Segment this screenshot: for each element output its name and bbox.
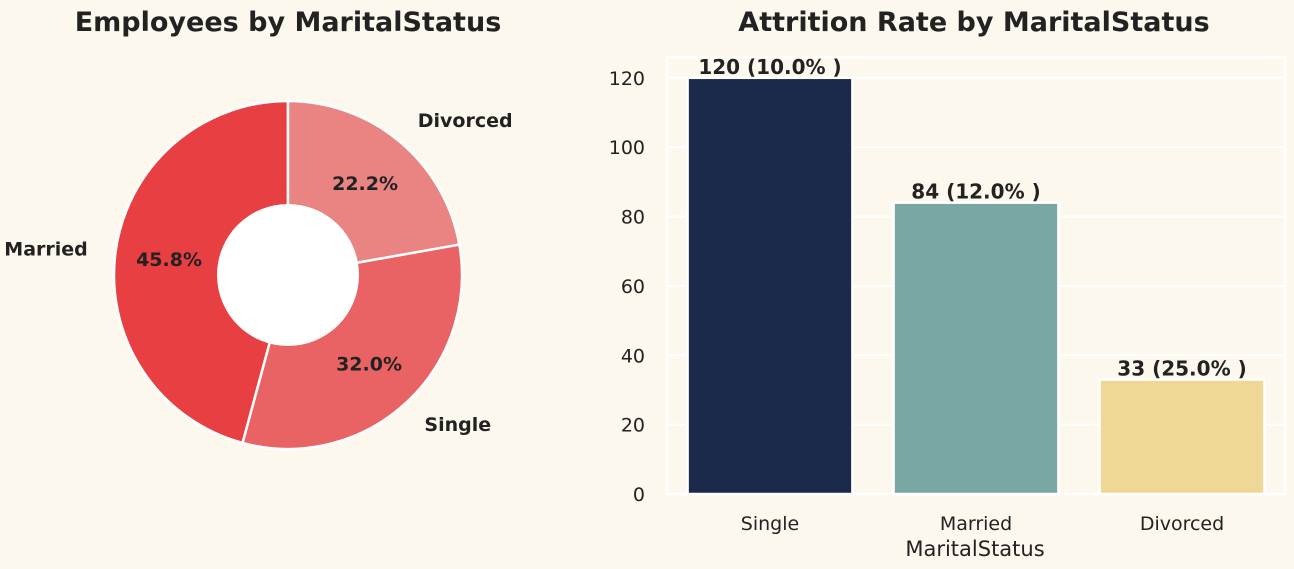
- pie-title: Employees by MaritalStatus: [75, 7, 502, 38]
- pie-percent-label: 32.0%: [336, 354, 402, 376]
- y-tick-label: 100: [609, 137, 645, 159]
- bar-divorced: [1098, 378, 1266, 496]
- bar-married: [892, 201, 1060, 496]
- bar-data-label: 120 (10.0% ): [698, 55, 841, 79]
- tick-labels: 0 20 40 60 80 100 120 Single Married Divorced: [609, 68, 1224, 535]
- y-tick-label: 120: [609, 68, 645, 90]
- y-tick-label: 40: [621, 345, 645, 367]
- pie-slice-married: [112, 99, 290, 445]
- y-tick-label: 20: [621, 415, 645, 437]
- y-tick-label: 60: [621, 276, 645, 298]
- x-axis-title: MaritalStatus: [905, 537, 1044, 561]
- y-tick-label: 0: [633, 484, 645, 506]
- pie-percent-label: 22.2%: [332, 173, 398, 195]
- x-tick-label: Single: [741, 513, 799, 535]
- pie-chart: Employees by MaritalStatus Married 45.8% S…: [4, 7, 513, 451]
- pie-category-label: Single: [424, 414, 491, 436]
- bar-title: Attrition Rate by MaritalStatus: [738, 7, 1209, 38]
- x-tick-label: Married: [940, 513, 1012, 535]
- bar-chart: Attrition Rate by MaritalStatus 0 20 40 60 8…: [609, 7, 1287, 561]
- bars: [686, 76, 1266, 496]
- pie-labels: Married 45.8% Single 32.0% Divorced 22.2%: [4, 110, 512, 436]
- bar-data-label: 33 (25.0% ): [1117, 357, 1246, 381]
- x-tick-label: Divorced: [1140, 513, 1224, 535]
- pie-category-label: Married: [4, 238, 87, 260]
- y-tick-label: 80: [621, 207, 645, 229]
- data-labels: 120 (10.0% ) 84 (12.0% ) 33 (25.0% ): [698, 55, 1246, 381]
- bar-data-label: 84 (12.0% ): [911, 180, 1040, 204]
- pie-category-label: Divorced: [418, 110, 513, 132]
- donut-hole: [217, 204, 359, 346]
- bar-single: [686, 76, 854, 496]
- pie-percent-label: 45.8%: [136, 249, 202, 271]
